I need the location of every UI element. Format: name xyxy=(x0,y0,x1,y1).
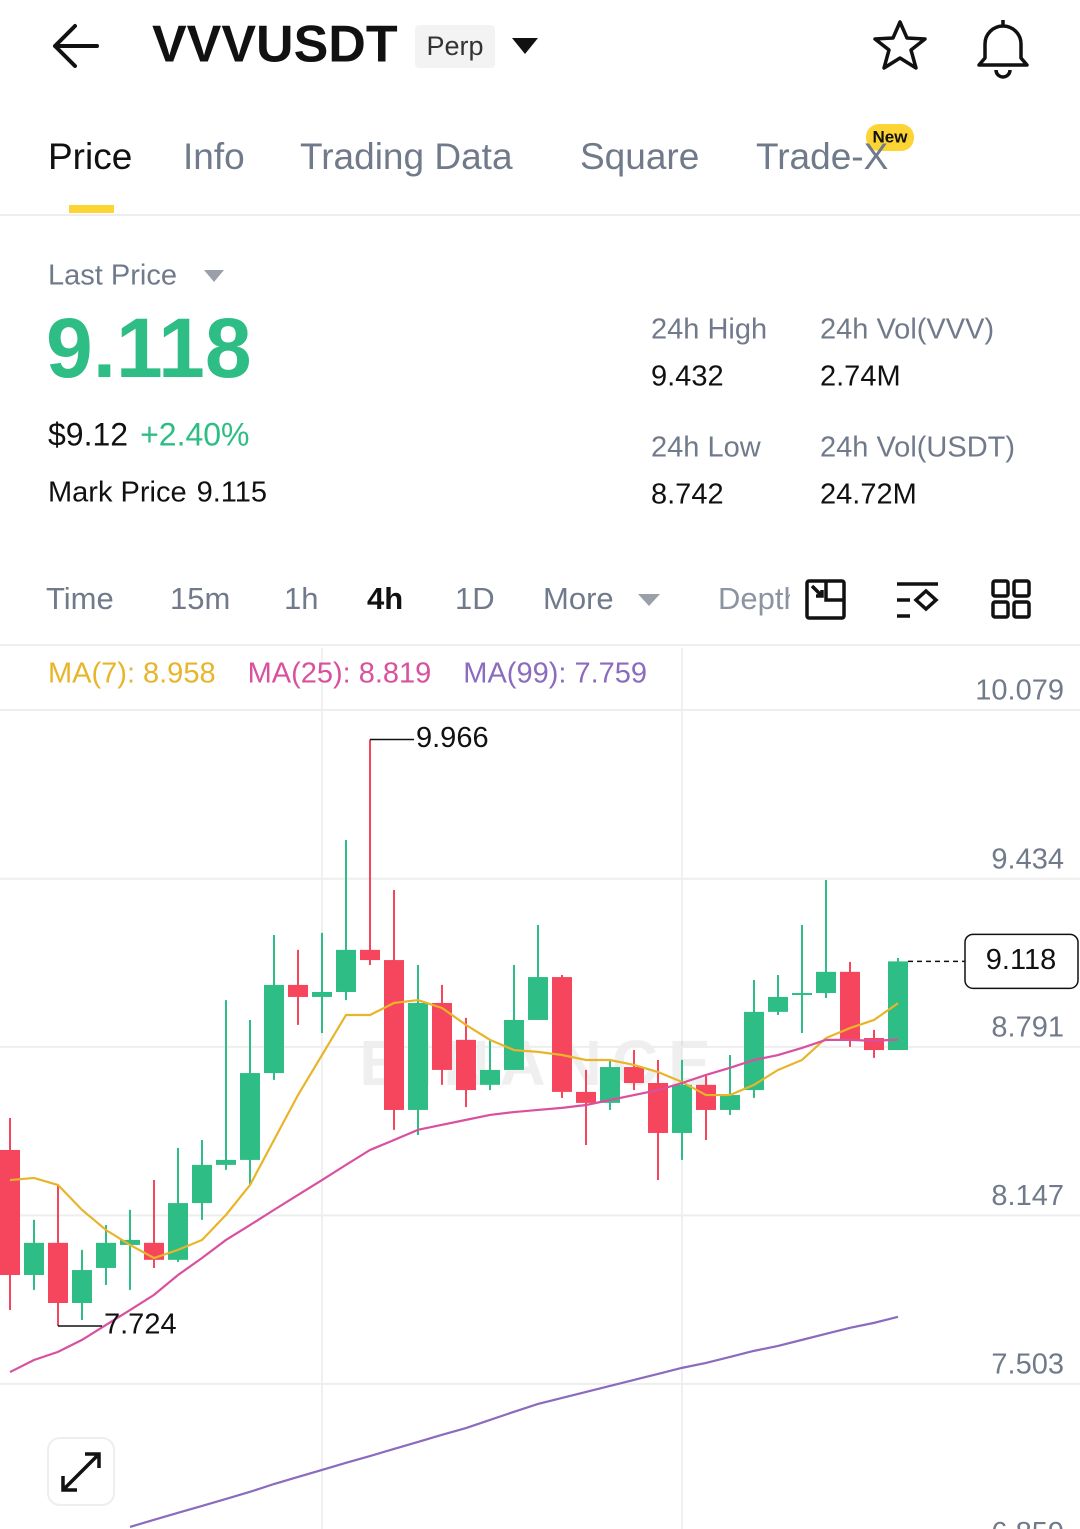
stat-label: 24h High xyxy=(651,314,767,346)
symbol: VVVUSDT xyxy=(152,16,398,74)
stat-label: 24h Vol(USDT) xyxy=(820,432,1015,464)
ma-line xyxy=(9,1038,899,1374)
mark-price: 9.115 xyxy=(197,477,267,509)
candle-body xyxy=(816,971,836,994)
candle-body xyxy=(840,971,860,1040)
candle-body xyxy=(0,1149,20,1276)
stat-value: 8.742 xyxy=(651,479,724,511)
tab[interactable]: Trade-X xyxy=(756,136,888,177)
candle-body xyxy=(240,1073,260,1160)
candle-body xyxy=(408,1002,428,1110)
candle-body xyxy=(264,984,284,1074)
candle-body xyxy=(672,1084,692,1133)
candle-body xyxy=(888,961,908,1051)
last-price: 9.118 xyxy=(46,301,252,395)
legend-value: 8.958 xyxy=(143,658,216,690)
candle-body xyxy=(696,1084,716,1110)
back-button[interactable] xyxy=(53,24,99,68)
alert-button[interactable] xyxy=(977,20,1029,79)
y-tick-label: 7.503 xyxy=(991,1348,1064,1380)
expand-icon xyxy=(61,1452,101,1492)
y-tick-label: 10.079 xyxy=(975,675,1064,707)
stat-label: 24h Low xyxy=(651,432,762,464)
interval[interactable]: More xyxy=(543,581,614,616)
legend-value: 7.759 xyxy=(574,658,647,690)
candle-body xyxy=(480,1069,500,1085)
stat-label: 24h Vol(VVV) xyxy=(820,314,994,346)
ma-line xyxy=(129,1315,899,1528)
candle-body xyxy=(336,949,356,992)
price-dropdown[interactable] xyxy=(204,270,224,282)
favorite-button[interactable] xyxy=(873,20,927,70)
candle-body xyxy=(384,960,404,1110)
candle-body xyxy=(24,1242,44,1276)
candle-body xyxy=(96,1242,116,1268)
y-tick-label: 8.147 xyxy=(991,1180,1064,1212)
y-tick-label: 6.859 xyxy=(991,1517,1064,1529)
stat-value: 24.72M xyxy=(820,479,917,511)
legend-name: MA(7): xyxy=(48,658,135,690)
candle-body xyxy=(768,996,788,1012)
symbol-dropdown[interactable] xyxy=(512,38,538,54)
candle-body xyxy=(360,949,380,961)
low-label: 7.724 xyxy=(104,1309,177,1341)
change: +2.40% xyxy=(140,416,249,452)
interval[interactable]: 1D xyxy=(455,581,495,616)
usd-price: $9.12 xyxy=(48,416,128,452)
tab[interactable]: Square xyxy=(580,136,699,177)
candle-body xyxy=(48,1242,68,1303)
candle-body xyxy=(216,1159,236,1165)
last-price-tag: 9.118 xyxy=(986,944,1056,976)
candle-body xyxy=(168,1203,188,1260)
candle-body xyxy=(720,1095,740,1110)
candle-body xyxy=(600,1067,620,1103)
candle-body xyxy=(192,1164,212,1204)
y-tick-label: 9.434 xyxy=(991,843,1064,875)
ma-line xyxy=(9,998,899,1260)
last-price-label: Last Price xyxy=(48,260,177,292)
mark-price-label: Mark Price xyxy=(48,477,187,509)
interval[interactable]: 15m xyxy=(170,581,230,616)
candle-body xyxy=(120,1239,140,1245)
interval[interactable]: Depth xyxy=(718,581,801,616)
legend-name: MA(99): xyxy=(463,658,566,690)
candle-body xyxy=(72,1270,92,1303)
more-dropdown[interactable] xyxy=(638,594,660,606)
contract-pill xyxy=(415,25,495,68)
stat-value: 9.432 xyxy=(651,361,724,393)
candle-body xyxy=(648,1083,668,1133)
last-price-box xyxy=(964,933,1079,990)
candle-body xyxy=(576,1091,596,1103)
candle-body xyxy=(744,1011,764,1091)
interval[interactable]: 4h xyxy=(367,581,403,616)
tab[interactable]: Trading Data xyxy=(300,136,513,177)
candle-body xyxy=(456,1039,476,1091)
y-tick-label: 8.791 xyxy=(991,1012,1064,1044)
interval[interactable]: 1h xyxy=(284,581,318,616)
candle-body xyxy=(624,1067,644,1084)
stat-value: 2.74M xyxy=(820,361,901,393)
contract: Perp xyxy=(426,31,483,61)
interval[interactable]: Time xyxy=(46,581,114,616)
candle-body xyxy=(504,1019,524,1070)
active-tab-indicator xyxy=(69,205,114,213)
candle-body xyxy=(432,1002,452,1070)
candle-body xyxy=(312,991,332,997)
tab[interactable]: Price xyxy=(48,136,132,177)
candle-body xyxy=(528,977,548,1020)
plot: 10.079 9.434 8.791 8.147 7.503 6.859 9.966 7.72… xyxy=(0,675,1080,1529)
new-badge xyxy=(866,124,914,151)
candle-body xyxy=(792,993,812,996)
candle-body xyxy=(552,977,572,1092)
chart-tools[interactable] xyxy=(790,575,1031,625)
legend-value: 8.819 xyxy=(359,658,432,690)
tab[interactable]: Info xyxy=(183,136,245,177)
tab-badge: New xyxy=(873,127,909,146)
high-label: 9.966 xyxy=(416,722,489,754)
candle-body xyxy=(288,984,308,997)
legend-name: MA(25): xyxy=(248,658,351,690)
